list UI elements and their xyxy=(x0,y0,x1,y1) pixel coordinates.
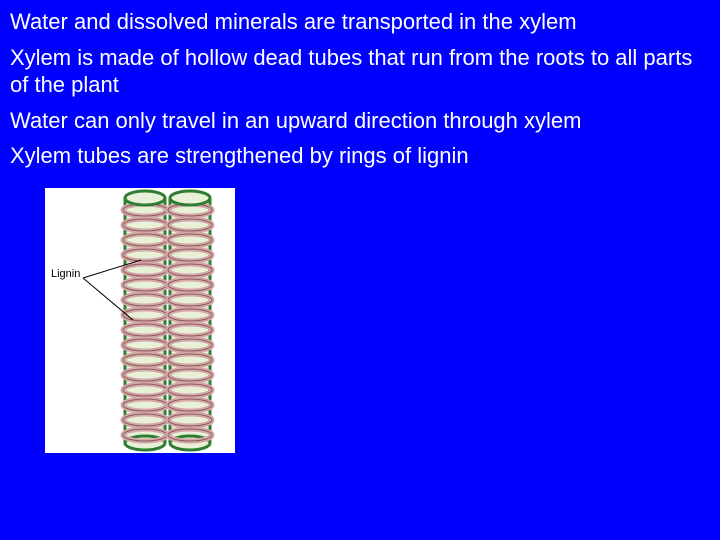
xylem-svg xyxy=(45,188,235,453)
slide-text-3: Water can only travel in an upward direc… xyxy=(10,107,710,135)
xylem-diagram: Lignin xyxy=(45,188,235,453)
slide-text-2: Xylem is made of hollow dead tubes that … xyxy=(10,44,710,99)
slide-text-1: Water and dissolved minerals are transpo… xyxy=(10,8,710,36)
lignin-label: Lignin xyxy=(51,268,80,280)
slide-text-4: Xylem tubes are strengthened by rings of… xyxy=(10,142,710,170)
